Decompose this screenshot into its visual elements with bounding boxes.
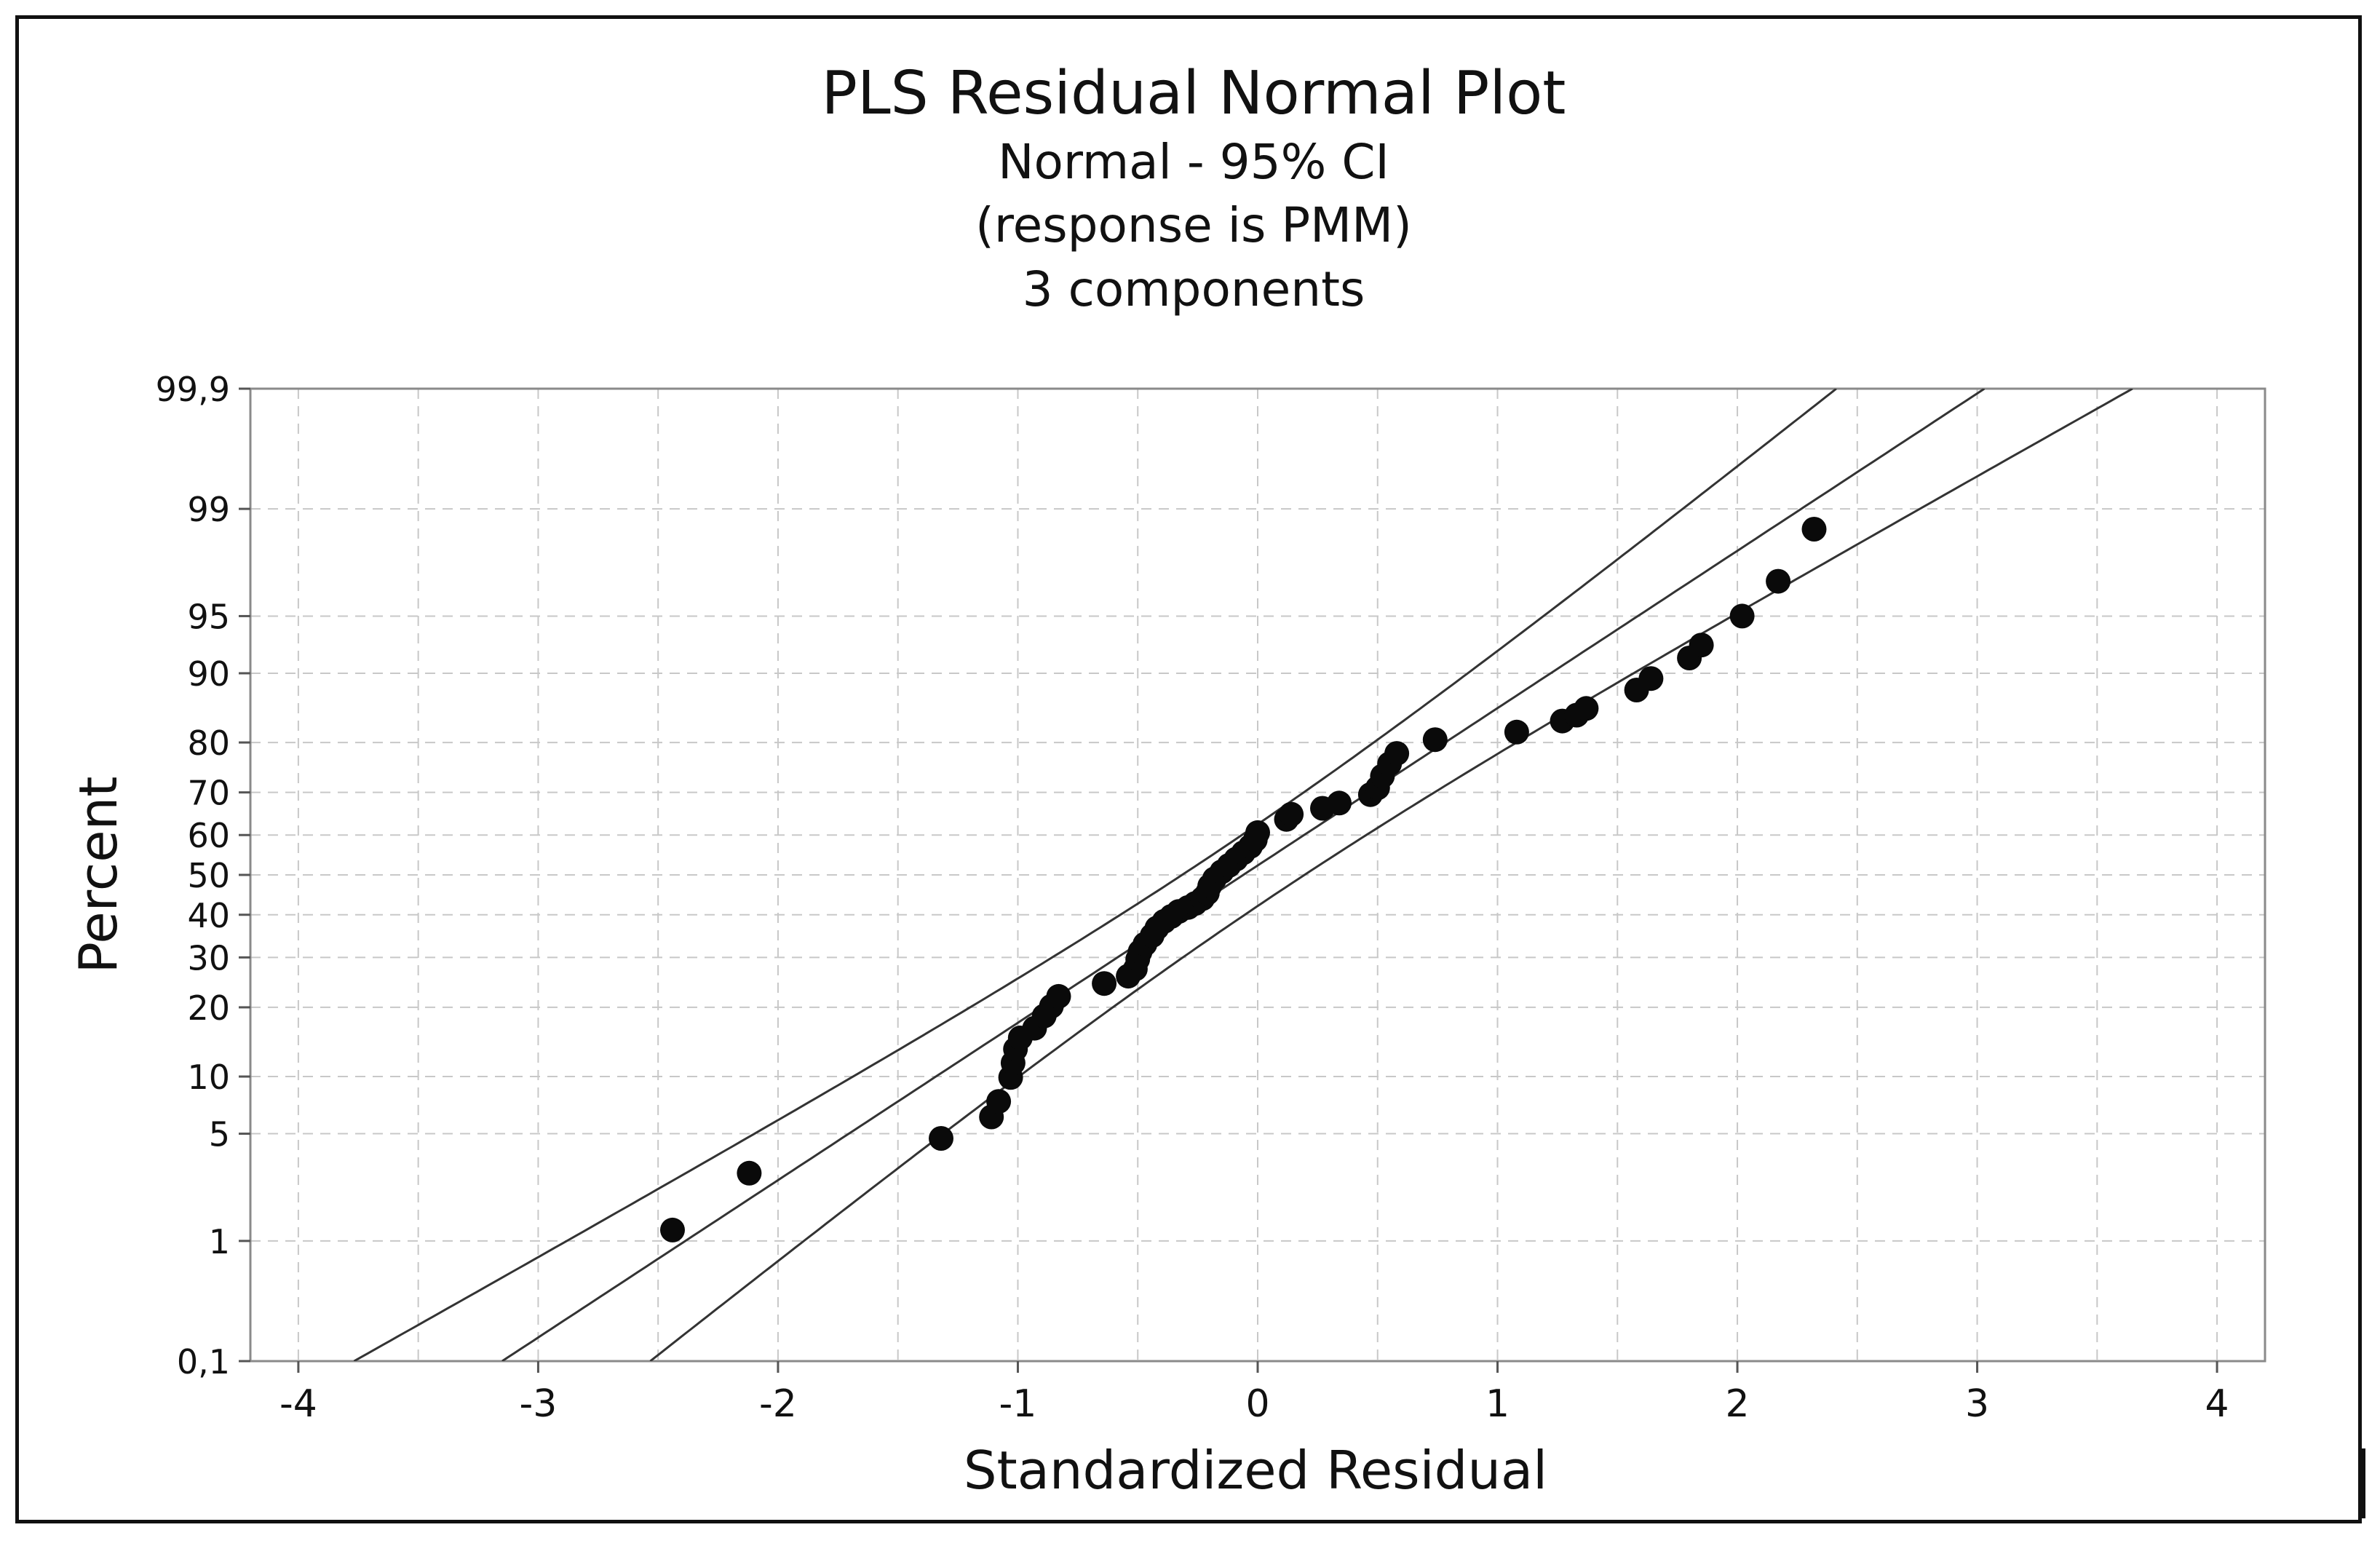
y-tick-label: 50 (187, 856, 230, 895)
x-axis-title: Standardized Residual (964, 1440, 1547, 1501)
y-tick-label: 90 (187, 654, 230, 694)
x-tick-label: 1 (1485, 1382, 1510, 1426)
y-tick-label: 5 (209, 1115, 230, 1154)
y-tick-label: 80 (187, 724, 230, 763)
data-point (660, 1217, 685, 1242)
y-tick-label: 10 (187, 1058, 230, 1097)
figure-frame (15, 15, 2362, 1523)
y-tick-label: 99,9 (156, 370, 230, 409)
y-tick-label: 0,1 (177, 1342, 230, 1382)
x-tick-label: -2 (759, 1382, 797, 1426)
data-point (1766, 568, 1791, 594)
residual-points (660, 517, 1827, 1242)
y-tick-label: 60 (187, 816, 230, 855)
figure-edge-mark (2361, 1448, 2365, 1518)
data-point (737, 1160, 762, 1186)
data-point (1384, 741, 1410, 766)
x-tick-label: 3 (1965, 1382, 1989, 1426)
data-point (986, 1089, 1012, 1114)
x-tick-label: 4 (2205, 1382, 2229, 1426)
y-tick-label: 20 (187, 988, 230, 1028)
y-tick-label: 95 (187, 597, 230, 636)
x-tick-label: -4 (279, 1382, 317, 1426)
data-point (1327, 790, 1352, 816)
y-tick-label: 99 (187, 490, 230, 529)
ci-upper-line (353, 389, 1837, 1361)
y-tick-label: 1 (209, 1222, 230, 1261)
data-point (1801, 517, 1827, 542)
chart-subtitle-components: 3 components (1023, 261, 1365, 317)
data-point (1279, 801, 1304, 827)
x-tick-label: -3 (519, 1382, 557, 1426)
data-point (1689, 633, 1714, 658)
data-point (929, 1126, 953, 1151)
data-point (1638, 666, 1664, 691)
y-tick-label: 30 (187, 938, 230, 978)
chart-subtitle-response: (response is PMM) (975, 197, 1412, 253)
data-point (1504, 719, 1529, 745)
ci-lower-line (649, 389, 2133, 1361)
data-point (1245, 820, 1270, 845)
x-tick-label: -1 (999, 1382, 1037, 1426)
grid-lines (250, 388, 2265, 1362)
data-point (1046, 983, 1071, 1009)
fitted-line (501, 389, 1986, 1361)
data-point (1729, 603, 1755, 629)
data-point (1574, 696, 1599, 721)
x-tick-label: 0 (1245, 1382, 1269, 1426)
data-point (1092, 971, 1117, 996)
x-axis-ticks: -4 -3 -2 -1 0 1 2 3 4 (279, 1361, 2229, 1426)
chart-subtitle-distribution: Normal - 95% CI (998, 134, 1389, 190)
fit-and-ci-lines (353, 389, 2133, 1361)
y-tick-label: 40 (187, 896, 230, 935)
y-axis-title: Percent (68, 777, 129, 974)
x-tick-label: 2 (1726, 1382, 1750, 1426)
y-tick-label: 70 (187, 774, 230, 813)
data-point (1422, 727, 1448, 753)
chart-title: PLS Residual Normal Plot (822, 59, 1566, 128)
